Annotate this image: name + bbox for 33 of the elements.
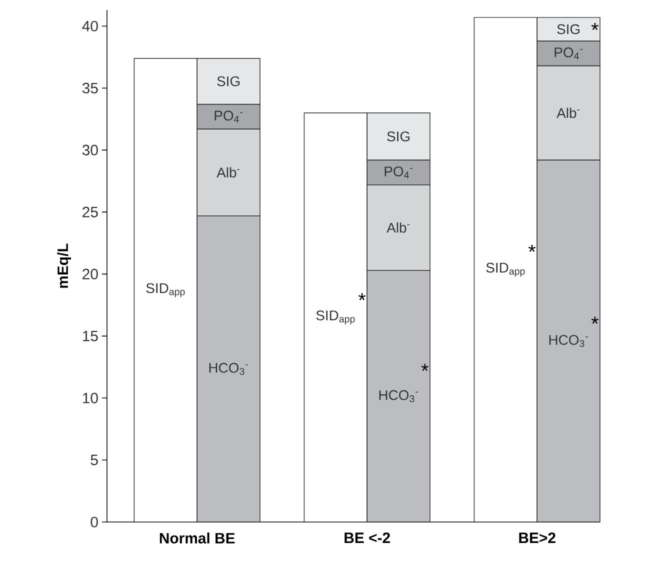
y-tick-label: 0 xyxy=(90,516,98,528)
y-tick-label: 20 xyxy=(82,268,98,280)
text: SIG xyxy=(387,131,410,142)
text: Alb$^{-}$ xyxy=(556,108,580,118)
y-tick-label: 15 xyxy=(82,330,98,342)
y-tick-label: 30 xyxy=(82,144,98,156)
y-tick-label: 5 xyxy=(90,454,98,466)
text: HCO$_{3}$- xyxy=(209,362,248,375)
text: Alb$^{-}$ xyxy=(216,167,240,178)
series-label: PO$_{4}$- xyxy=(554,47,583,60)
text: PO$_{4}$- xyxy=(384,166,413,178)
text: SID$_{app}$ xyxy=(486,262,525,277)
annotation: * xyxy=(591,316,598,324)
text: HCO$_{3}$- xyxy=(549,334,588,347)
x-tick-label: BE>2 xyxy=(519,532,556,543)
y-tick-label: 25 xyxy=(82,206,98,218)
annotation: * xyxy=(421,364,428,371)
x-tick-label: Normal BE xyxy=(160,532,235,544)
annotation: * xyxy=(358,293,366,300)
series-label: Alb$^{-}$ xyxy=(386,222,410,233)
y-tick-label: 10 xyxy=(82,392,98,404)
x-tick-label: BE <-2 xyxy=(344,532,390,543)
series-label: SIG xyxy=(557,24,580,34)
series-label: SID$_{app}$ xyxy=(316,310,355,324)
text: SID$_{app}$ xyxy=(146,283,185,298)
annotation: * xyxy=(528,244,536,252)
y-axis-title: mEq/L xyxy=(57,244,72,288)
text: PO$_{4}$- xyxy=(214,110,243,123)
annotation: * xyxy=(591,22,598,30)
text: SIG xyxy=(217,76,240,86)
series-label: HCO$_{3}$- xyxy=(379,390,418,402)
y-tick-label: 40 xyxy=(82,20,98,32)
y-tick-label: 35 xyxy=(82,82,98,94)
